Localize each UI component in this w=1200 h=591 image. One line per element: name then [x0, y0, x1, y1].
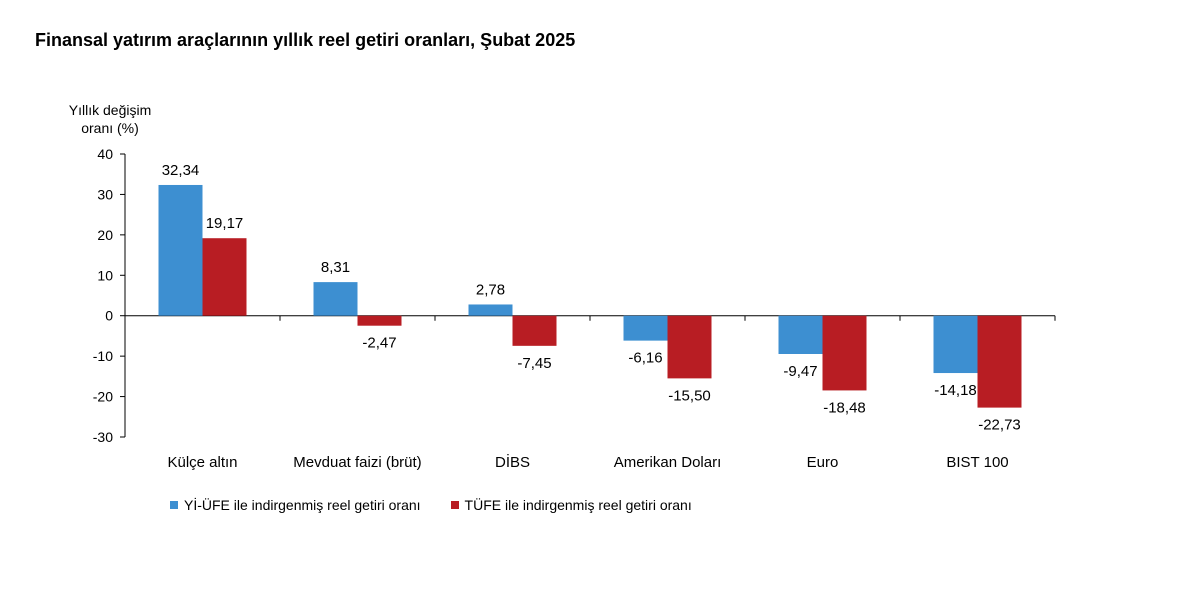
- bar-yi-ufe: [158, 184, 203, 316]
- bar-tufe: [667, 315, 712, 379]
- y-tick-label: 10: [97, 267, 113, 283]
- y-tick-label: 20: [97, 227, 113, 243]
- data-label: -15,50: [668, 387, 711, 404]
- category-label: Mevduat faizi (brüt): [293, 454, 421, 471]
- legend-swatch: [170, 501, 178, 509]
- y-tick-label: 30: [97, 186, 113, 202]
- data-label: 8,31: [321, 259, 350, 276]
- legend-swatch: [450, 501, 459, 509]
- y-tick-label: -10: [93, 348, 113, 364]
- legend-item: Yİ-ÜFE ile indirgenmiş reel getiri oranı: [170, 497, 421, 513]
- category-label: Külçe altın: [167, 454, 237, 471]
- bar-tufe: [977, 315, 1022, 408]
- y-tick-label: -30: [93, 429, 113, 445]
- category-label: DİBS: [495, 453, 530, 471]
- bar-tufe: [202, 238, 247, 316]
- data-label: 2,78: [476, 281, 505, 298]
- bar-tufe: [512, 315, 557, 346]
- data-label: -6,16: [628, 350, 662, 367]
- category-label: BIST 100: [946, 454, 1008, 471]
- y-axis-label: Yıllık değişim oranı (%): [68, 102, 152, 136]
- bar-yi-ufe: [778, 315, 823, 355]
- bar-tufe: [822, 315, 867, 391]
- data-label: -7,45: [517, 355, 551, 372]
- legend-label: Yİ-ÜFE ile indirgenmiş reel getiri oranı: [184, 497, 421, 513]
- data-label: -2,47: [362, 335, 396, 352]
- data-label: -18,48: [823, 399, 866, 416]
- legend-label: TÜFE ile indirgenmiş reel getiri oranı: [464, 497, 692, 513]
- bar-yi-ufe: [468, 304, 513, 316]
- category-label: Amerikan Doları: [614, 454, 722, 471]
- chart-title: Finansal yatırım araçlarının yıllık reel…: [35, 30, 576, 50]
- y-tick-label: -20: [93, 389, 113, 405]
- bar-tufe: [357, 315, 402, 326]
- data-label: -9,47: [783, 363, 817, 380]
- bar-yi-ufe: [313, 282, 358, 316]
- category-label: Euro: [807, 454, 839, 471]
- data-label: -14,18: [934, 382, 977, 399]
- bar-yi-ufe: [933, 315, 978, 374]
- y-tick-label: 40: [97, 146, 113, 162]
- bar-yi-ufe: [623, 315, 668, 341]
- data-label: -22,73: [978, 417, 1021, 434]
- chart-legend: Yİ-ÜFE ile indirgenmiş reel getiri oranı…: [170, 497, 692, 513]
- y-tick-label: 0: [105, 308, 113, 324]
- data-label: 19,17: [206, 215, 244, 232]
- legend-item: TÜFE ile indirgenmiş reel getiri oranı: [450, 497, 692, 513]
- data-label: 32,34: [162, 162, 200, 179]
